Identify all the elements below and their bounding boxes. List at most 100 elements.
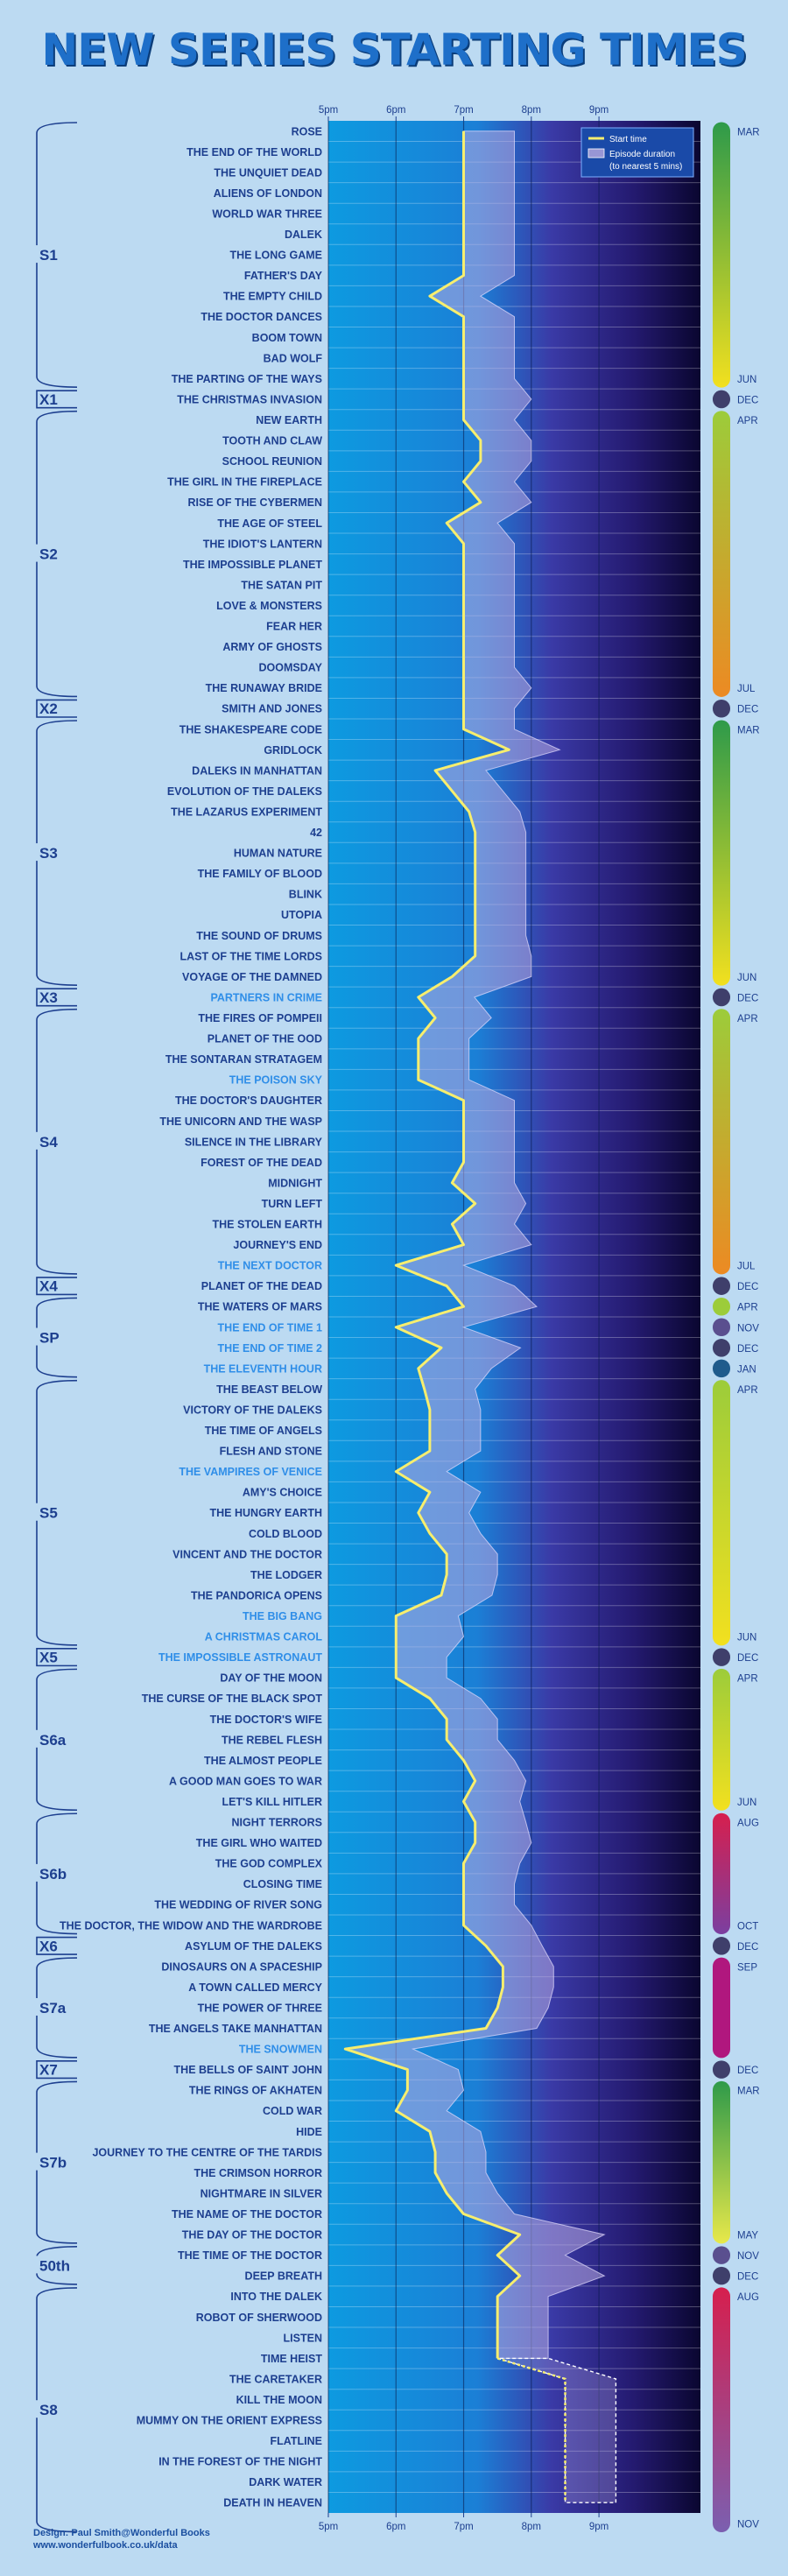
month-bar	[713, 1359, 730, 1378]
month-label-start: MAR	[737, 2087, 760, 2097]
episode-label: THE ELEVENTH HOUR	[204, 1362, 322, 1375]
episode-labels: ROSE THE END OF THE WORLD THE UNQUIET DEAD…	[60, 125, 323, 2509]
series-label-bg	[34, 1327, 73, 1346]
episode-label: A TOWN CALLED MERCY	[188, 1981, 322, 1994]
month-bar	[713, 2266, 730, 2285]
month-label-start: DEC	[737, 2272, 758, 2283]
month-label-start: DEC	[737, 993, 758, 1003]
episode-label: IN THE FOREST OF THE NIGHT	[158, 2456, 322, 2468]
episode-label: AMY'S CHOICE	[243, 1487, 322, 1499]
episode-label: DARK WATER	[249, 2476, 322, 2488]
month-label-start: MAR	[737, 725, 760, 735]
chart-background	[328, 121, 700, 2513]
series-label: X6	[39, 1938, 58, 1954]
series-label-bg	[34, 1503, 73, 1521]
episode-label: ASYLUM OF THE DALEKS	[185, 1940, 322, 1953]
series-label: S6b	[39, 1866, 67, 1883]
x-tick-label-top: 6pm	[386, 105, 405, 116]
episode-label: LAST OF THE TIME LORDS	[180, 950, 323, 962]
x-tick-label-bottom: 8pm	[522, 2522, 541, 2532]
episode-label: ALIENS OF LONDON	[214, 187, 322, 200]
episode-label: NIGHT TERRORS	[232, 1817, 322, 1829]
month-bar	[713, 1648, 730, 1666]
episode-label: KILL THE MOON	[236, 2394, 322, 2406]
month-label-start: DEC	[737, 705, 758, 715]
series-label: X4	[39, 1278, 58, 1295]
episode-label: THE WATERS OF MARS	[198, 1301, 322, 1313]
month-label-end: JUN	[737, 1633, 756, 1643]
episode-label: THE VAMPIRES OF VENICE	[179, 1466, 322, 1478]
month-bar	[713, 1668, 730, 1811]
series-label: X7	[39, 2062, 58, 2079]
x-tick-label-bottom: 9pm	[589, 2522, 609, 2532]
month-label-start: DEC	[737, 1282, 758, 1292]
episode-label: LISTEN	[284, 2332, 322, 2344]
episode-label: THE PANDORICA OPENS	[191, 1589, 322, 1601]
month-label-start: NOV	[737, 2251, 759, 2262]
month-label-end: NOV	[737, 2519, 759, 2530]
episode-label: THE ANGELS TAKE MANHATTAN	[149, 2023, 322, 2035]
month-bar	[713, 988, 730, 1007]
series-bracket	[36, 1648, 77, 1667]
episode-label: MUMMY ON THE ORIENT EXPRESS	[137, 2415, 322, 2427]
episode-label: THE DOCTOR DANCES	[201, 311, 322, 323]
episode-label: THE PARTING OF THE WAYS	[172, 373, 322, 385]
series-label: X1	[39, 391, 58, 408]
episode-label: THE TIME OF ANGELS	[205, 1425, 322, 1437]
series-label-bg	[34, 2256, 73, 2274]
episode-label: THE POISON SKY	[229, 1074, 323, 1087]
series-bracket	[36, 1277, 77, 1296]
series-label-bg	[34, 843, 73, 862]
credit-block: Design: Paul Smith@Wonderful Books www.w…	[33, 2527, 210, 2551]
episode-label: THE RINGS OF AKHATEN	[189, 2085, 322, 2097]
episode-label: THE CURSE OF THE BLACK SPOT	[142, 1693, 323, 1705]
episode-label: THE RUNAWAY BRIDE	[206, 682, 322, 694]
month-bar	[713, 411, 730, 697]
legend-duration-label: Episode duration	[609, 150, 675, 159]
chart-legend: Start time Episode duration (to nearest 5 …	[580, 127, 694, 178]
episode-label: ROSE	[292, 125, 322, 137]
episode-label: ROBOT OF SHERWOOD	[196, 2312, 322, 2324]
month-bar	[713, 1297, 730, 1316]
month-bar	[713, 699, 730, 718]
month-bar	[713, 2246, 730, 2264]
episode-label: THE HUNGRY EARTH	[210, 1507, 322, 1519]
x-tick-label-top: 9pm	[589, 105, 609, 116]
episode-label: DAY OF THE MOON	[220, 1672, 322, 1685]
x-tick-label-bottom: 6pm	[386, 2522, 405, 2532]
month-label-start: APR	[737, 1385, 758, 1396]
series-label: S6a	[39, 1732, 67, 1749]
month-label-start: AUG	[737, 1819, 759, 1829]
episode-label: THE END OF TIME 2	[218, 1342, 323, 1355]
legend-duration-swatch	[587, 148, 605, 158]
series-label: S7b	[39, 2155, 67, 2171]
episode-label: HUMAN NATURE	[234, 848, 322, 860]
month-bar	[713, 720, 730, 986]
series-label: S7a	[39, 2000, 67, 2016]
credit-designer: Design: Paul Smith@Wonderful Books	[33, 2528, 210, 2538]
episode-label: VICTORY OF THE DALEKS	[183, 1404, 322, 1416]
series-label: SP	[39, 1330, 60, 1347]
episode-label: THE SONTARAN STRATAGEM	[165, 1053, 322, 1066]
episode-label: FATHER'S DAY	[244, 270, 323, 282]
month-bar	[713, 2080, 730, 2244]
episode-label: THE BIG BANG	[243, 1610, 322, 1622]
episode-label: THE ALMOST PEOPLE	[204, 1755, 322, 1767]
episode-label: THE END OF TIME 1	[218, 1321, 323, 1334]
episode-label: TURN LEFT	[262, 1198, 323, 1210]
series-label-bg	[34, 1997, 73, 2016]
episode-label: SCHOOL REUNION	[222, 455, 322, 468]
episode-label: THE SATAN PIT	[241, 579, 322, 591]
episode-label: THE DOCTOR'S WIFE	[210, 1714, 322, 1726]
series-bracket	[36, 390, 77, 409]
episode-label: BLINK	[289, 889, 322, 901]
episode-label: COLD BLOOD	[249, 1528, 322, 1540]
episode-label: THE IMPOSSIBLE PLANET	[183, 559, 322, 571]
month-bar	[713, 1812, 730, 1935]
start-line	[343, 130, 566, 2503]
series-label-bg	[34, 1729, 73, 1748]
episode-label: THE UNQUIET DEAD	[214, 166, 322, 179]
episode-label: TIME HEIST	[261, 2353, 323, 2365]
episode-label: THE FIRES OF POMPEII	[198, 1012, 322, 1024]
